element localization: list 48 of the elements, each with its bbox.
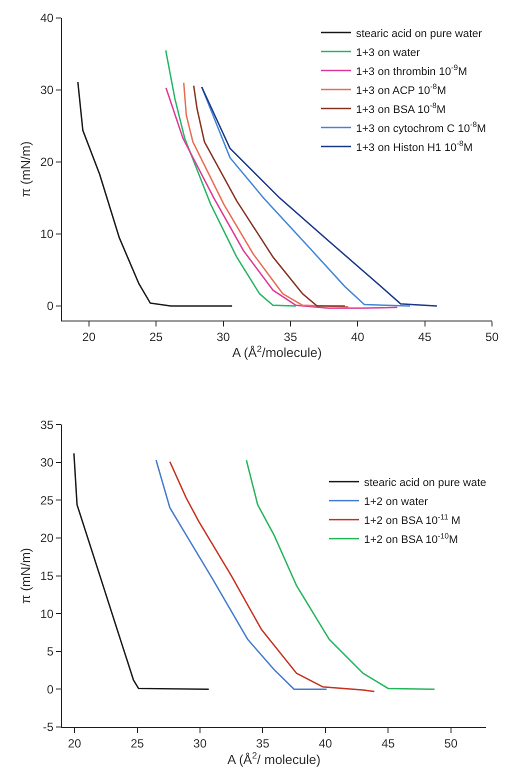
x-tick-label: 30	[193, 736, 207, 750]
line-series	[77, 81, 233, 307]
y-tick-label: 20	[40, 531, 54, 546]
line-series	[164, 50, 297, 307]
y-tick-label: 20	[40, 155, 54, 170]
line-series	[73, 452, 210, 690]
x-tick-label: 40	[350, 330, 365, 344]
legend-label: 1+3 on BSA 10$^{-8}$M	[356, 101, 446, 116]
y-tick-label: 25	[40, 493, 54, 508]
y-tick-label: 15	[40, 569, 54, 583]
line-series	[155, 459, 328, 690]
y-tick-label: 5	[46, 644, 54, 659]
legend-label: 1+3 on ACP 10$^{-8}$M	[356, 82, 446, 97]
y-tick-label: 0	[46, 299, 54, 314]
y-tick-label: 0	[46, 682, 54, 696]
x-tick-label: 50	[485, 330, 499, 344]
x-tick-label: 35	[284, 330, 298, 344]
legend-label: 1+3 on thrombin 10$^{-9}$M	[356, 63, 468, 78]
y-tick-label: 40	[40, 11, 54, 26]
y-tick-label: 10	[40, 227, 54, 242]
y-tick-label: -5	[42, 720, 54, 734]
legend-label: stearic acid on pure wate	[364, 476, 486, 489]
x-tick-label: 20	[68, 736, 82, 750]
x-tick-label: 45	[418, 330, 432, 344]
y-tick-label: 35	[40, 418, 54, 432]
legend-label: 1+2 on BSA 10$^{-11}$ M	[364, 512, 460, 527]
legend-label: 1+3 on Histon H1 10$^{-8}$M	[356, 139, 473, 154]
x-axis-title: A (Å$^{2}$/ molecule)	[227, 750, 321, 767]
x-axis-title: A (Å$^{2}$/molecule)	[232, 344, 322, 360]
y-tick-label: 30	[40, 83, 54, 98]
x-tick-label: 25	[149, 330, 164, 344]
y-tick-label: 30	[40, 456, 54, 470]
x-tick-label: 30	[216, 330, 230, 344]
legend-label: 1+3 on cytochrom C 10$^{-8}$M	[356, 120, 486, 135]
x-tick-label: 50	[444, 736, 458, 750]
x-tick-label: 25	[130, 736, 144, 750]
x-tick-label: 40	[318, 736, 332, 750]
legend-label: stearic acid on pure water	[356, 28, 482, 40]
y-tick-label: 10	[40, 606, 54, 621]
y-axis-title: π (mN/m)	[18, 141, 34, 198]
legend-label: 1+2 on BSA 10$^{-10}$M	[364, 531, 458, 546]
x-tick-label: 20	[82, 330, 96, 344]
legend-label: 1+2 on water	[364, 496, 428, 508]
legend-label: 1+3 on water	[356, 46, 420, 59]
x-tick-label: 35	[256, 736, 270, 750]
line-series	[246, 459, 436, 690]
y-axis-title: π (mN/m)	[18, 548, 34, 604]
x-tick-label: 45	[381, 736, 396, 750]
